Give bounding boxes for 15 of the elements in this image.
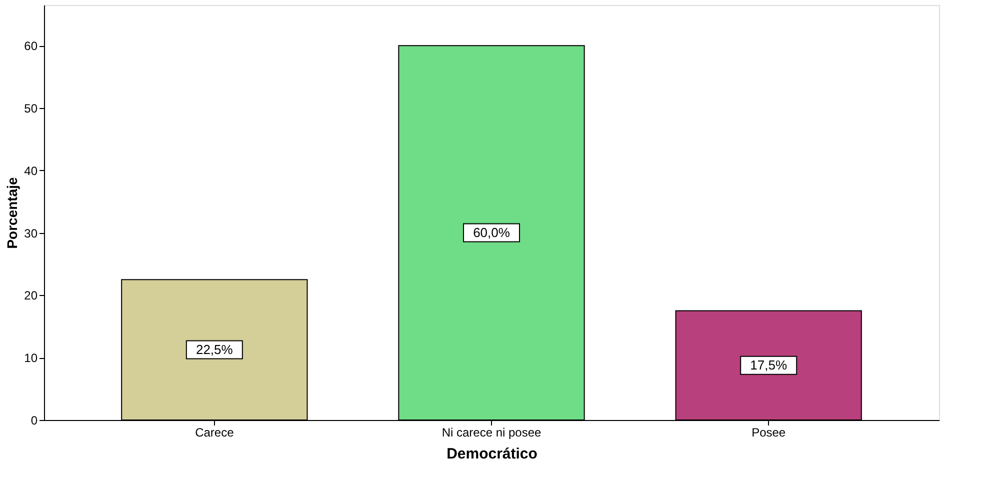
y-tick-label: 40 bbox=[24, 164, 38, 178]
x-tick-label: Posee bbox=[752, 426, 786, 440]
y-tick-label: 50 bbox=[24, 101, 38, 116]
data-label: 17,5% bbox=[750, 357, 788, 372]
x-tick-label: Ni carece ni posee bbox=[442, 426, 542, 440]
y-tick-label: 30 bbox=[24, 226, 38, 240]
x-axis-title: Democrático bbox=[446, 446, 538, 462]
y-tick-label: 60 bbox=[24, 39, 38, 54]
data-label: 22,5% bbox=[196, 342, 234, 357]
data-label: 60,0% bbox=[473, 224, 510, 240]
y-tick-label: 0 bbox=[30, 414, 38, 428]
y-axis-title: Porcentaje bbox=[4, 176, 20, 249]
x-tick-label: Carece bbox=[195, 426, 234, 440]
y-tick-label: 10 bbox=[24, 351, 38, 366]
y-tick-label: 20 bbox=[24, 288, 38, 303]
